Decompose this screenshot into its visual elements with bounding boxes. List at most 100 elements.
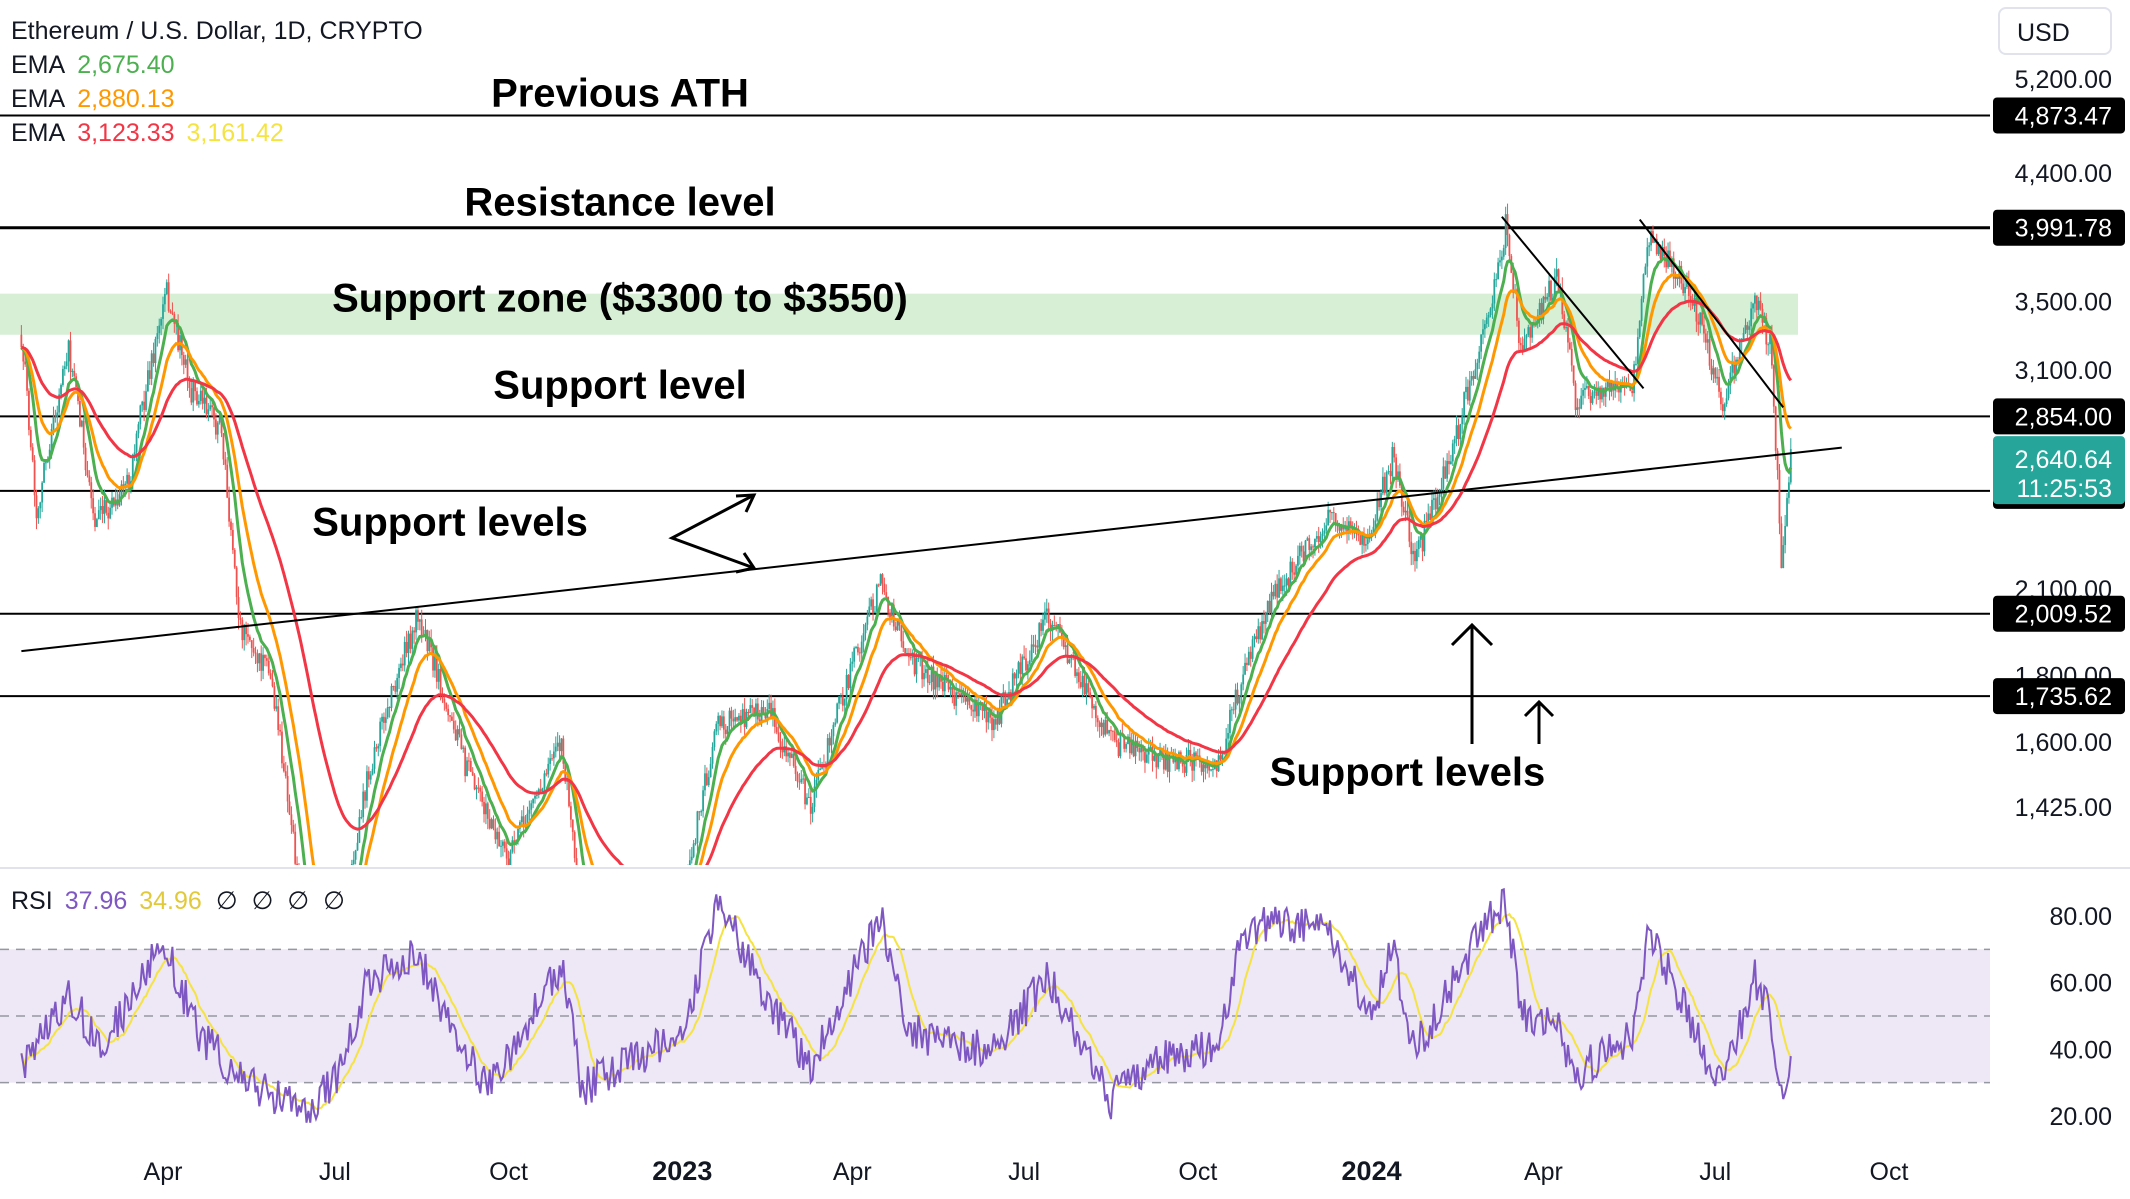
annotation-label[interactable]: Previous ATH	[491, 72, 749, 116]
candle-body	[1295, 565, 1297, 575]
price-tag[interactable]: 3,991.78	[1993, 209, 2125, 246]
candle-body	[608, 916, 610, 918]
ema-label: EMA	[11, 85, 66, 113]
candle-body	[439, 668, 442, 694]
candle-body	[1516, 289, 1518, 321]
candle-body	[413, 630, 416, 633]
candle-body	[1703, 324, 1705, 334]
candle-body	[612, 911, 614, 912]
candle-body	[1455, 425, 1458, 439]
candle-body	[1463, 392, 1466, 416]
candle-body	[1684, 287, 1686, 294]
candle-body	[407, 633, 410, 654]
candle-body	[1049, 623, 1052, 632]
annotation-label[interactable]: Resistance level	[464, 180, 775, 224]
annotation-label[interactable]: Support levels	[312, 500, 588, 544]
trendline-2[interactable]	[1501, 216, 1645, 389]
candle-body	[1246, 662, 1248, 666]
candle-body	[741, 709, 744, 723]
annotation-label[interactable]: Support level	[493, 364, 746, 408]
candle-body	[409, 633, 412, 649]
candle-body	[681, 893, 683, 900]
candle-body	[218, 417, 221, 423]
ema-legend-row[interactable]: EMA 2,675.40	[11, 51, 175, 79]
candle-body	[913, 652, 916, 675]
ema-label: EMA	[11, 51, 66, 79]
candle-body	[1752, 303, 1754, 309]
candle-body	[659, 891, 661, 910]
candle-body	[39, 502, 42, 509]
candle-body	[636, 906, 638, 918]
candle-body	[1017, 662, 1020, 674]
candle-body	[1327, 509, 1330, 526]
candle-body	[1229, 709, 1231, 734]
time-axis[interactable]: Apr Jul Oct 2023 Apr Jul Oct 2024 Apr Jul Oct	[144, 1156, 1909, 1186]
candle-body	[1015, 673, 1018, 679]
candle-body	[813, 786, 816, 807]
candle-body	[43, 462, 45, 483]
candle-body	[1329, 509, 1331, 513]
annotation-label[interactable]: Support zone ($3300 to $3550)	[332, 276, 908, 320]
rsi-axis[interactable]: 80.00 60.00 40.00 20.00	[2049, 903, 2112, 1131]
annotation-label[interactable]: Support levels	[1270, 751, 1546, 795]
candle-body	[1047, 608, 1050, 624]
candle-body	[1512, 272, 1515, 294]
trendline-1[interactable]	[21, 446, 1842, 653]
candle-body	[615, 908, 617, 910]
candle-body	[477, 787, 480, 789]
candle-body	[347, 880, 349, 898]
price-tag[interactable]: 4,873.47	[1993, 97, 2125, 134]
candle-body	[1712, 368, 1715, 375]
candle-body	[1436, 496, 1439, 510]
price-tick-label: 4,400.00	[2015, 160, 2112, 188]
currency-button[interactable]: USD	[1998, 7, 2112, 55]
candle-body	[265, 658, 268, 661]
candle-body	[694, 842, 697, 844]
candle-body	[1451, 443, 1454, 462]
candle-body	[1212, 769, 1214, 771]
candle-body	[1788, 482, 1790, 498]
candle-body	[787, 752, 789, 757]
candle-body	[530, 803, 533, 810]
price-tag[interactable]: 2,009.52	[1993, 595, 2125, 632]
candle-body	[738, 715, 740, 721]
candle-body	[1340, 527, 1343, 531]
candle-body	[469, 761, 472, 772]
candle-body	[1557, 269, 1560, 291]
trendline-3[interactable]	[1638, 218, 1785, 409]
candle-body	[1616, 381, 1618, 389]
rsi-legend[interactable]: RSI 37.96 34.96 ∅ ∅ ∅ ∅	[11, 887, 345, 915]
candle-body	[1646, 247, 1649, 267]
candle-body	[717, 715, 720, 724]
candle-body	[1089, 692, 1092, 697]
candle-body	[1661, 247, 1664, 259]
ema-legend-row[interactable]: EMA 2,880.13	[11, 85, 175, 113]
candle-body	[41, 482, 44, 503]
candle-body	[779, 741, 782, 750]
price-tag[interactable]: 2,854.00	[1993, 398, 2125, 435]
candle-body	[1648, 245, 1651, 248]
candle-body	[456, 729, 459, 741]
ema-legend-row[interactable]: EMA 3,123.33 3,161.42	[11, 119, 284, 147]
time-tick-label: Oct	[1178, 1158, 1217, 1186]
candle-body	[390, 686, 393, 708]
symbol-title[interactable]: Ethereum / U.S. Dollar, 1D, CRYPTO	[11, 17, 423, 45]
candle-body	[248, 636, 251, 641]
candle-body	[1096, 718, 1099, 723]
candle-body	[573, 832, 576, 859]
candle-body	[700, 811, 703, 813]
candle-body	[282, 763, 285, 772]
candle-body	[1183, 766, 1186, 773]
candle-body	[1111, 730, 1114, 732]
price-tag[interactable]: 1,735.62	[1993, 678, 2125, 715]
candle-body	[1221, 752, 1224, 760]
candle-body	[254, 652, 257, 654]
candle-body	[54, 416, 57, 418]
time-tick-label: Oct	[1870, 1158, 1909, 1186]
candle-body	[849, 663, 852, 689]
candle-body	[73, 370, 76, 377]
candle-body	[1733, 362, 1736, 374]
candle-body	[133, 452, 136, 455]
candle-body	[371, 768, 374, 775]
